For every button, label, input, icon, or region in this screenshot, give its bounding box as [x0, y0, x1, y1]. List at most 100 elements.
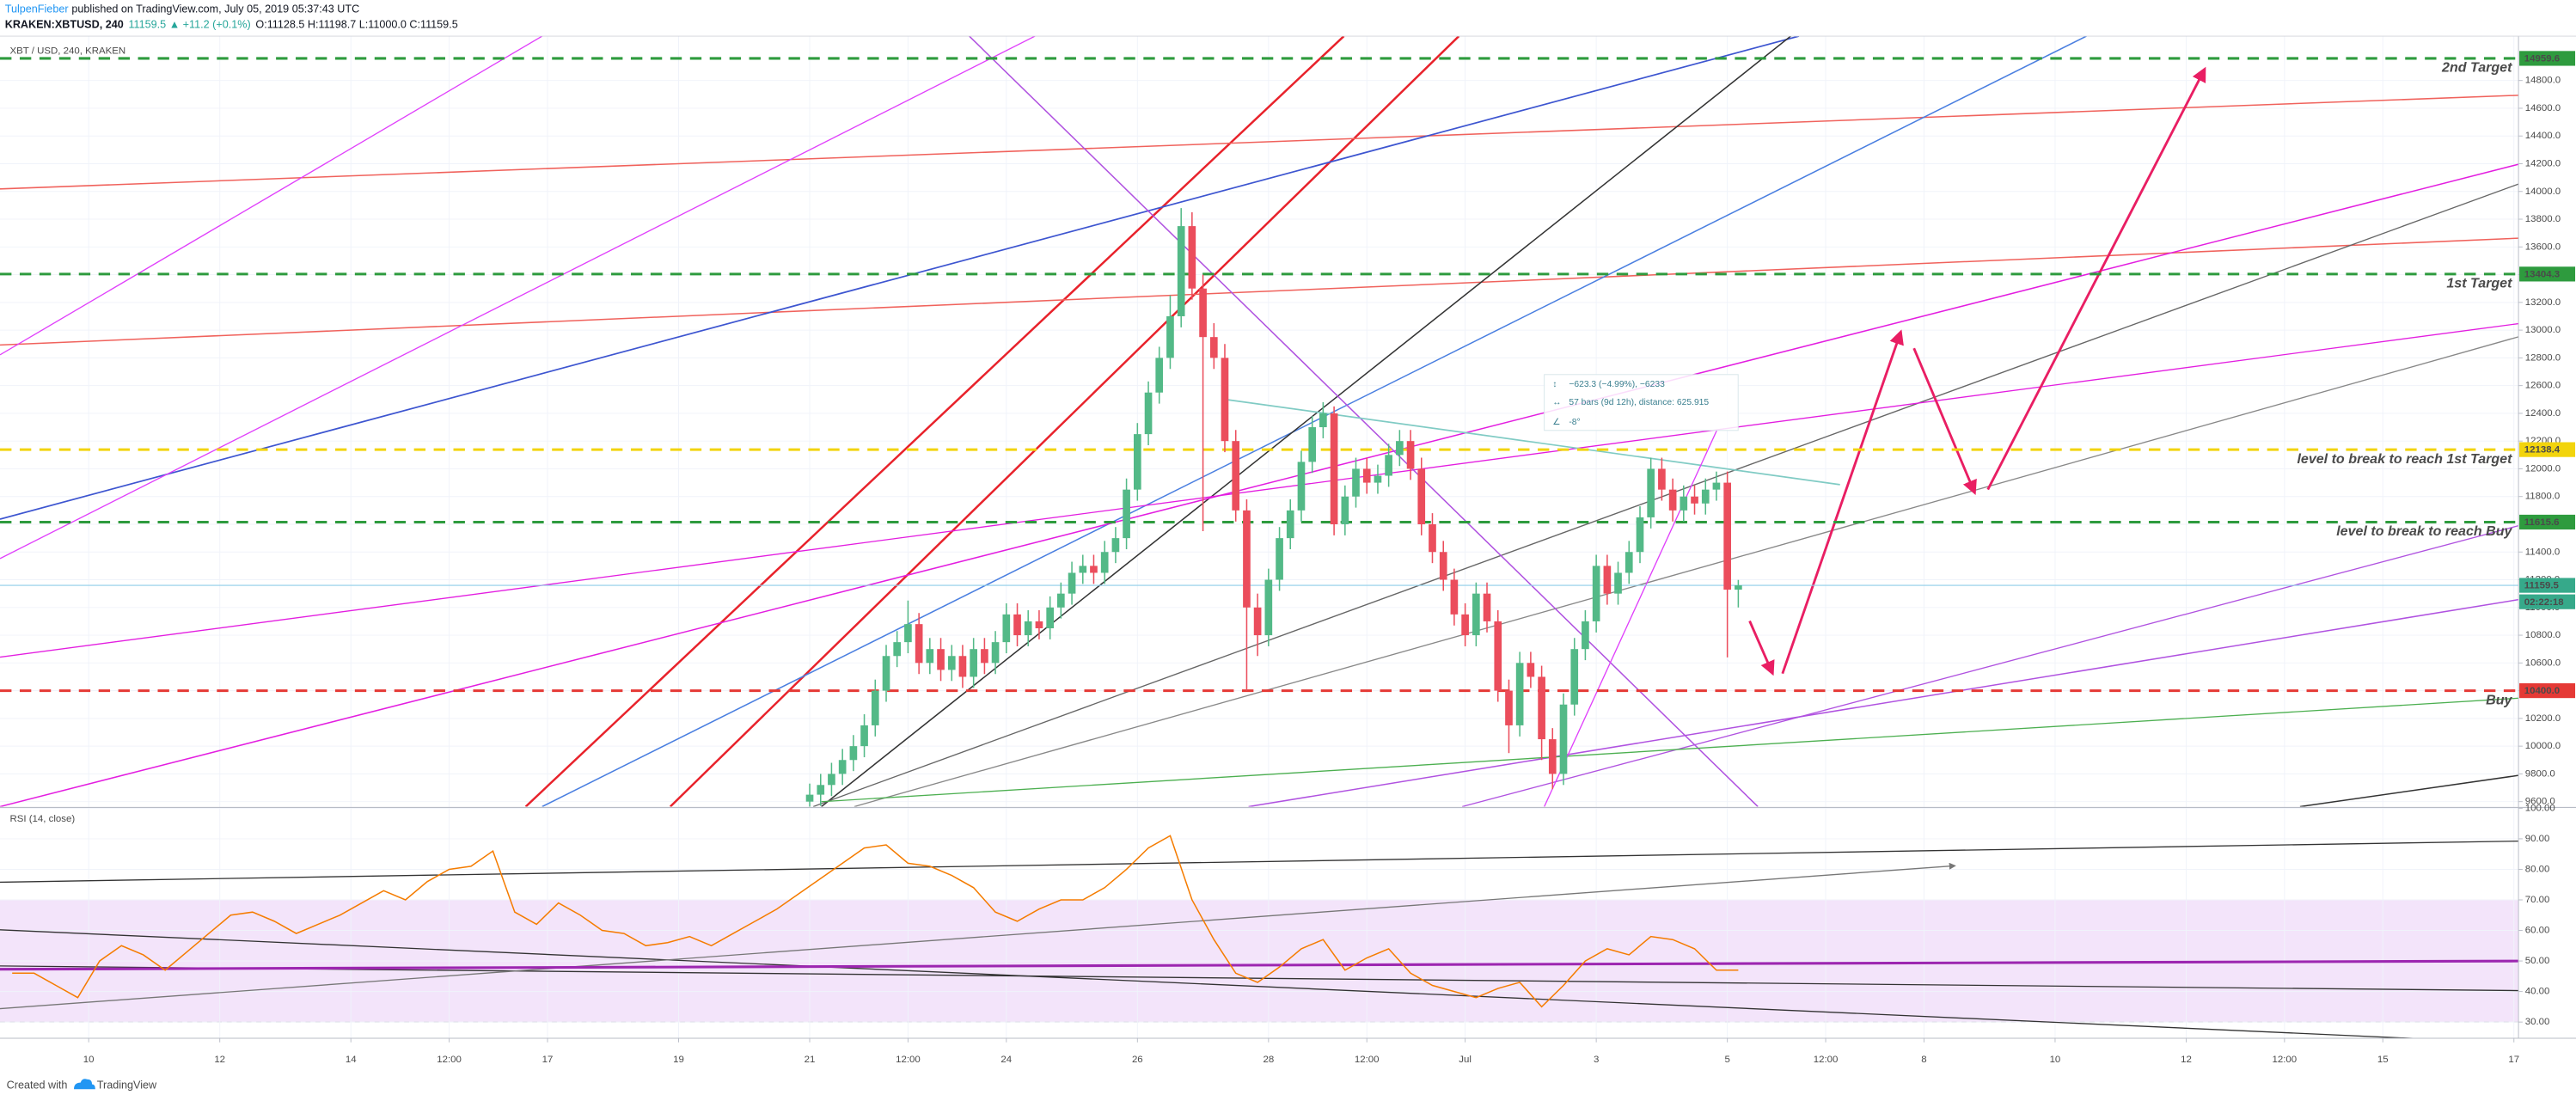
candle-body [1111, 538, 1120, 553]
x-tick-label: 12 [2181, 1055, 2192, 1065]
candle-body [947, 656, 956, 670]
forecast-arrow [1912, 347, 1977, 496]
author[interactable]: TulpenFieber [5, 3, 69, 15]
level-label: level to break to reach 1st Target [2297, 451, 2512, 467]
candle-body [1680, 496, 1688, 511]
forecast-arrow [1986, 66, 2206, 491]
trend-line [1461, 524, 2519, 807]
candle-body [1450, 579, 1459, 615]
trend-line [0, 163, 2519, 807]
trend-line [812, 183, 2519, 807]
x-tick-label: 12:00 [896, 1055, 921, 1065]
candle-body [1308, 427, 1317, 462]
brand-logo [74, 1079, 95, 1090]
last-price-tag-bg [2519, 578, 2576, 593]
candle-body [1243, 510, 1251, 608]
trend-line [0, 322, 2519, 658]
candle-body [817, 785, 825, 795]
published: published on TradingView.com, July 05, 2… [71, 3, 359, 15]
level-price-tag-bg [2519, 514, 2576, 530]
level-price-tag: 13404.3 [2524, 269, 2560, 279]
candle-body [1461, 614, 1469, 636]
candle-body [915, 624, 923, 664]
y-tick-label: 14000.0 [2525, 187, 2561, 197]
y-tick-label: 13800.0 [2525, 214, 2561, 224]
y-tick-label: 100.00 [2525, 803, 2555, 813]
candle-body [1232, 441, 1240, 511]
x-tick-label: 12:00 [2273, 1055, 2298, 1065]
candle-body [1691, 496, 1698, 504]
candle-body [1429, 523, 1436, 553]
last-price-tag: 11159.5 [2524, 581, 2560, 591]
trend-line [524, 36, 1345, 807]
x-tick-label: Jul [1459, 1055, 1472, 1065]
y-tick-label: 13200.0 [2525, 297, 2561, 308]
y-tick-label: 60.00 [2525, 926, 2550, 936]
forecast-arrow [1781, 329, 1904, 675]
level-label: 2nd Target [2441, 60, 2512, 76]
candle-body [1483, 593, 1491, 621]
y-tick-label: 13000.0 [2525, 325, 2561, 335]
countdown-tag-bg [2519, 594, 2576, 609]
brand[interactable]: TradingView [97, 1080, 157, 1092]
trend-line [0, 965, 2519, 992]
candle-body [1582, 621, 1589, 650]
trend-line [0, 840, 2519, 884]
candle-body [1286, 510, 1294, 539]
candle-body [1723, 482, 1731, 590]
x-tick-label: 28 [1263, 1055, 1274, 1065]
symbol-line: KRAKEN:XBTUSD, 240 11159.5 ▲ +11.2 (+0.1%… [5, 19, 458, 31]
candle-body [1100, 552, 1109, 573]
y-tick-label: 14600.0 [2525, 103, 2561, 113]
candle-body [1647, 468, 1655, 517]
candle-body [1090, 566, 1098, 573]
candle-body [1056, 593, 1065, 608]
x-tick-label: 3 [1594, 1055, 1599, 1065]
y-tick-label: 12600.0 [2525, 381, 2561, 391]
y-tick-label: 12000.0 [2525, 463, 2561, 474]
level-price-tag-bg [2519, 682, 2576, 699]
candle-body [1614, 572, 1622, 594]
candle-body [1330, 413, 1338, 524]
candle-body [1253, 607, 1262, 636]
x-tick-label: 21 [805, 1055, 816, 1065]
y-tick-label: 9600.0 [2525, 797, 2555, 807]
level-label: 1st Target [2446, 276, 2512, 291]
candle-body [1592, 566, 1600, 621]
candle-body [991, 642, 1000, 664]
candle-body [1559, 704, 1568, 774]
candle-body [838, 760, 847, 774]
level-label: level to break to reach Buy [2336, 523, 2512, 539]
candle-body [849, 746, 858, 761]
candle-body [1374, 475, 1382, 483]
x-tick-label: 8 [1921, 1055, 1926, 1065]
candle-body [1123, 489, 1130, 539]
candle-body [1701, 489, 1710, 504]
countdown-tag: 02:22:18 [2524, 597, 2564, 608]
level-price-tag: 11615.6 [2524, 517, 2560, 528]
x-tick-label: 26 [1132, 1055, 1143, 1065]
measure-icon: ↕ [1552, 380, 1557, 389]
trend-line [0, 237, 2519, 346]
forecast-arrow [1748, 620, 1775, 676]
candle-body [1636, 517, 1644, 553]
measure-text: -8° [1569, 418, 1580, 427]
y-tick-label: 10600.0 [2525, 658, 2561, 668]
x-tick-label: 12:00 [1814, 1055, 1839, 1065]
y-tick-label: 11400.0 [2525, 547, 2561, 557]
y-tick-label: 10200.0 [2525, 713, 2561, 724]
ohlc: O:11128.5 H:11198.7 L:11000.0 C:11159.5 [255, 19, 457, 31]
symbol: KRAKEN:XBTUSD, 240 [5, 19, 124, 31]
x-tick-label: 14 [346, 1055, 357, 1065]
y-tick-label: 10000.0 [2525, 741, 2561, 751]
x-tick-label: 10 [83, 1055, 95, 1065]
level-price-tag: 14959.6 [2524, 54, 2560, 64]
candle-body [1035, 621, 1043, 628]
candle-body [904, 624, 912, 643]
candle-body [970, 649, 978, 677]
trend-line [0, 36, 543, 356]
candle-body [1527, 663, 1535, 677]
trend-line [2299, 774, 2519, 807]
measure-text: 57 bars (9d 12h), distance: 625.915 [1569, 398, 1709, 407]
candle-body [1712, 482, 1721, 490]
